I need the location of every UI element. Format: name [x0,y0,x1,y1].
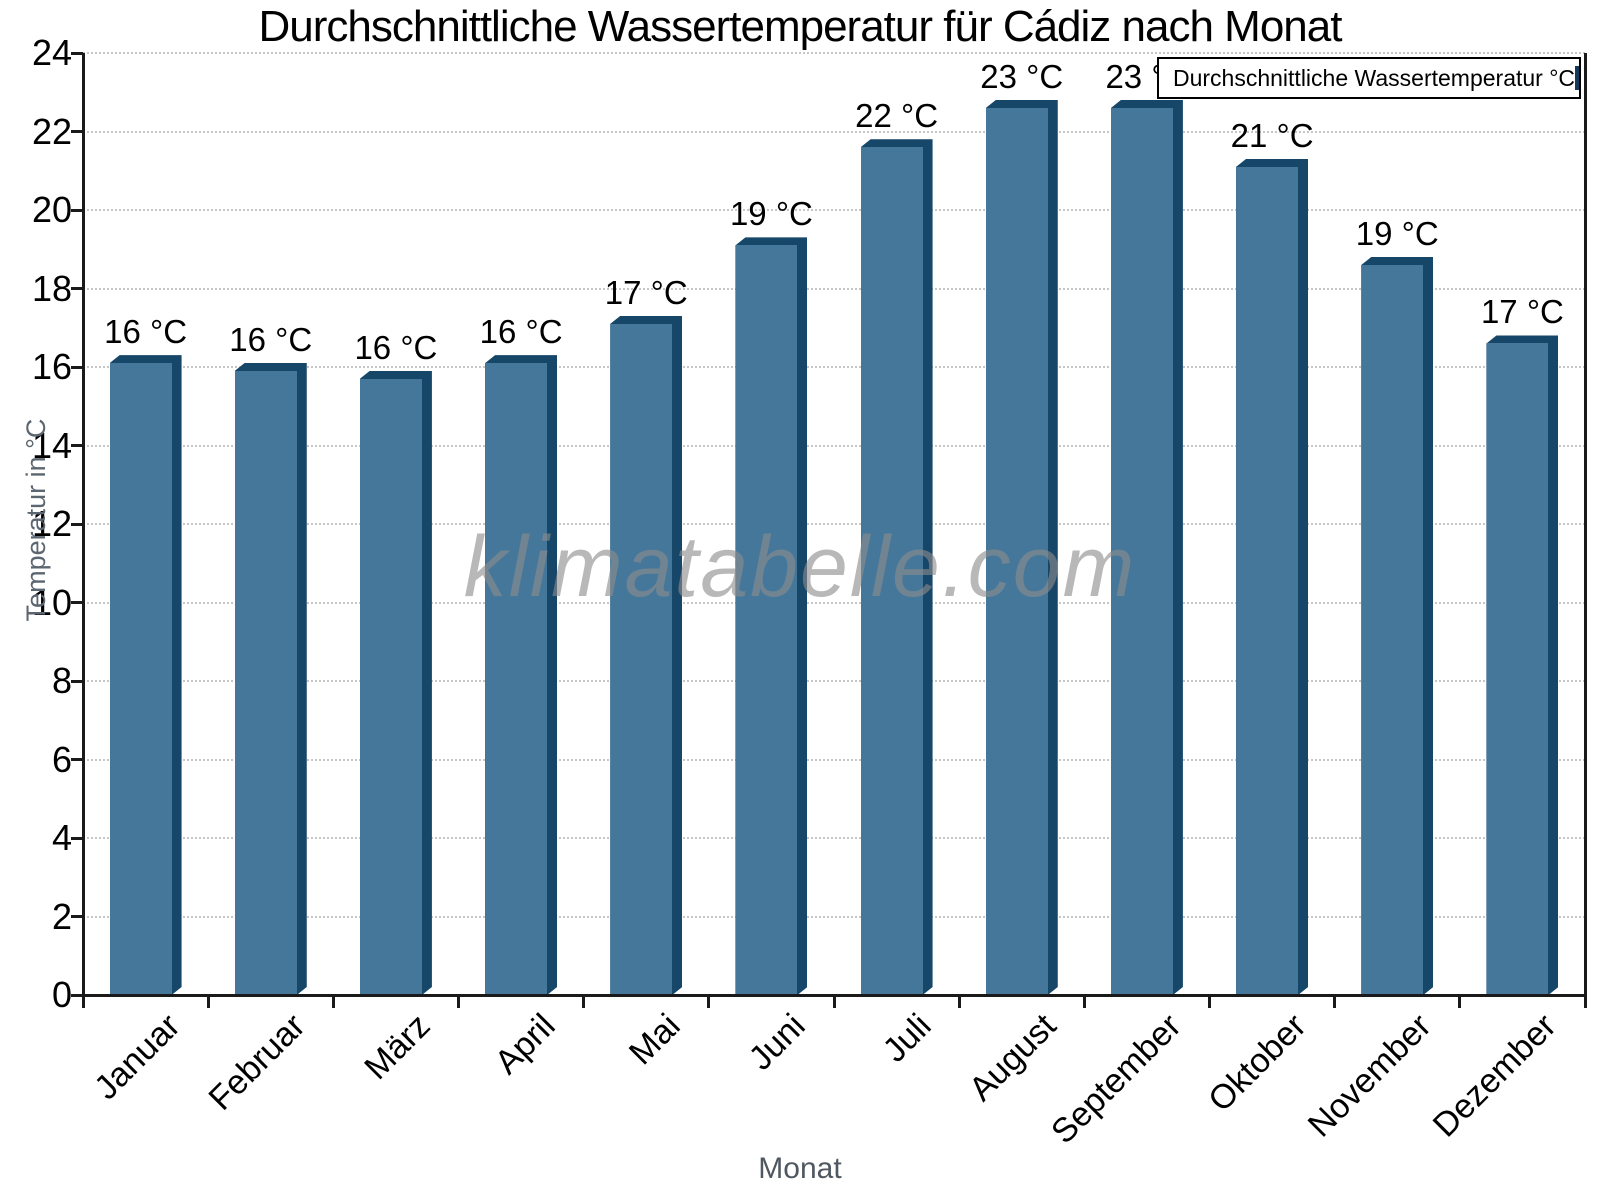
bar-value-label: 16 °C [479,313,563,351]
y-axis-tick [71,208,83,212]
x-axis-line [81,993,1587,997]
bar [1361,257,1433,995]
bar-face [986,108,1048,995]
y-gridline [83,209,1585,211]
y-gridline [83,523,1585,525]
bar [110,355,182,995]
y-axis-tick [71,130,83,133]
x-axis-tick [1208,995,1211,1008]
y-axis-title: Temperatur in °C [21,418,51,622]
bar-face [1236,167,1298,995]
y-axis-tick-label: 4 [51,817,72,858]
y-axis-tick-label: 2 [51,895,72,937]
legend-box: Durchschnittliche Wassertemperatur °C [1157,57,1581,99]
y-axis-tick-label: 24 [31,32,72,73]
y-axis-tick [71,679,83,683]
y-gridline [83,366,1585,368]
bar-value-label: 19 °C [1355,214,1439,252]
bar-face [861,147,923,995]
y-gridline [83,837,1585,839]
bar [360,371,432,995]
bar [735,237,807,995]
legend-color-swatch-icon [1575,66,1580,90]
y-axis-tick [71,915,83,918]
bar [861,139,933,995]
bar-face [360,379,422,995]
y-axis-tick [71,444,83,447]
bar [1236,159,1308,995]
y-gridline [83,130,1585,133]
bar-face [1361,265,1423,995]
y-axis-tick-label: 16 [31,346,72,387]
y-axis-tick [71,836,83,840]
y-gridline [83,287,1585,290]
y-gridline [83,601,1585,604]
y-axis-tick [71,365,83,369]
bar-face [235,371,297,995]
x-axis-tick [707,995,711,1008]
chart-title: Durchschnittliche Wassertemperatur für C… [258,2,1343,51]
bar-value-label: 17 °C [604,273,688,311]
x-axis-tick [331,995,335,1008]
y-axis-line [81,53,85,998]
y-axis-tick-label: 18 [31,267,72,309]
y-gridline [83,444,1585,447]
y-gridline [83,758,1585,761]
bar-value-label: 16 °C [354,328,438,366]
bar-face [1486,343,1548,995]
bar-face [485,363,547,995]
bar-face [1111,108,1173,995]
x-axis-tick [1082,995,1086,1008]
bar-value-label: 19 °C [729,195,813,233]
y-axis-tick-label: 10 [31,581,72,623]
bar [1111,100,1183,995]
bar-value-label: 17 °C [1480,293,1564,331]
bar [610,316,682,995]
y-axis-tick-label: 12 [31,503,72,544]
bar-face [610,324,672,995]
y-gridline [83,52,1585,54]
y-axis-tick [71,51,83,55]
y-axis-tick-label: 20 [31,189,72,230]
y-axis-tick [71,758,83,761]
x-axis-tick [81,995,85,1008]
bar-face [735,245,797,995]
y-axis-tick-label: 6 [51,738,72,780]
x-axis-tick [582,995,586,1008]
bar [1486,335,1558,995]
x-axis-tick [457,995,460,1008]
x-axis-tick [1333,995,1337,1008]
bar [485,355,557,995]
x-axis-title: Monat [758,1152,842,1185]
x-axis-tick [206,995,210,1008]
legend-series-label: Durchschnittliche Wassertemperatur °C [1173,64,1576,91]
y-axis-tick [71,287,83,290]
right-axis-line [1583,53,1587,998]
x-axis-tick [957,995,961,1008]
y-axis-tick-label: 14 [31,424,72,466]
y-axis-tick-label: 8 [51,660,72,701]
y-axis-tick [71,993,83,997]
y-axis-tick [71,522,83,526]
bar-value-label: 21 °C [1230,116,1314,154]
y-axis-tick [71,601,83,604]
bar-value-label: 16 °C [104,313,188,351]
bar [235,363,307,995]
y-gridline [83,680,1585,682]
x-axis-tick [1458,995,1462,1008]
bar [986,100,1058,995]
y-axis-tick-label: 0 [51,974,72,1015]
bar-value-label: 23 °C [980,57,1064,95]
x-axis-tick [832,995,836,1008]
y-axis-tick-label: 22 [31,110,72,152]
y-gridline [83,915,1585,918]
bar-value-label: 16 °C [229,320,313,358]
bar-face [110,363,172,995]
x-axis-tick [1583,995,1587,1008]
bar-value-label: 22 °C [855,97,939,135]
